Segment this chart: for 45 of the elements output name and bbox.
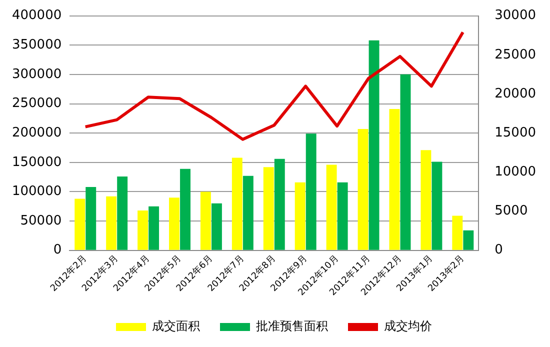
bar — [211, 203, 222, 250]
bar — [420, 150, 432, 250]
y-tick-label: 0 — [53, 242, 62, 258]
legend-label: 批准预售面积 — [256, 319, 328, 334]
y2-tick-label: 10000 — [494, 164, 536, 180]
bar — [263, 167, 274, 250]
bar — [106, 196, 117, 250]
y2-tick-label: 0 — [494, 242, 503, 258]
bar — [432, 162, 442, 250]
y2-tick-label: 20000 — [494, 86, 536, 102]
bar — [117, 176, 128, 250]
bar — [337, 182, 348, 250]
bar — [242, 176, 254, 250]
bar — [169, 198, 180, 250]
y-tick-label: 400000 — [12, 8, 62, 24]
bar — [452, 216, 463, 250]
y-tick-label: 200000 — [12, 125, 62, 140]
bar — [274, 158, 285, 250]
bar — [86, 187, 96, 250]
y2-tick-label: 5000 — [494, 204, 528, 219]
bar — [138, 210, 148, 250]
bar — [294, 182, 306, 250]
bar — [400, 74, 411, 250]
bar — [389, 109, 400, 250]
bar — [368, 40, 380, 250]
bar — [74, 198, 86, 250]
y-tick-label: 250000 — [12, 96, 62, 112]
y-tick-label: 350000 — [12, 37, 62, 52]
y-tick-label: 50000 — [20, 213, 62, 228]
y-tick-label: 300000 — [12, 66, 62, 82]
legend-label: 成交均价 — [384, 319, 432, 334]
bar — [306, 134, 316, 250]
y2-tick-label: 25000 — [494, 47, 536, 62]
y-tick-label: 100000 — [12, 184, 62, 200]
bar — [200, 192, 211, 250]
bar — [358, 128, 368, 250]
bar — [463, 230, 474, 250]
bar — [148, 206, 160, 250]
bar — [180, 168, 190, 250]
y2-tick-label: 15000 — [494, 125, 536, 140]
legend-label: 成交面积 — [152, 319, 200, 334]
bar — [232, 158, 242, 250]
bar — [326, 164, 337, 250]
y2-tick-label: 30000 — [494, 8, 536, 24]
y-tick-label: 150000 — [12, 154, 62, 170]
